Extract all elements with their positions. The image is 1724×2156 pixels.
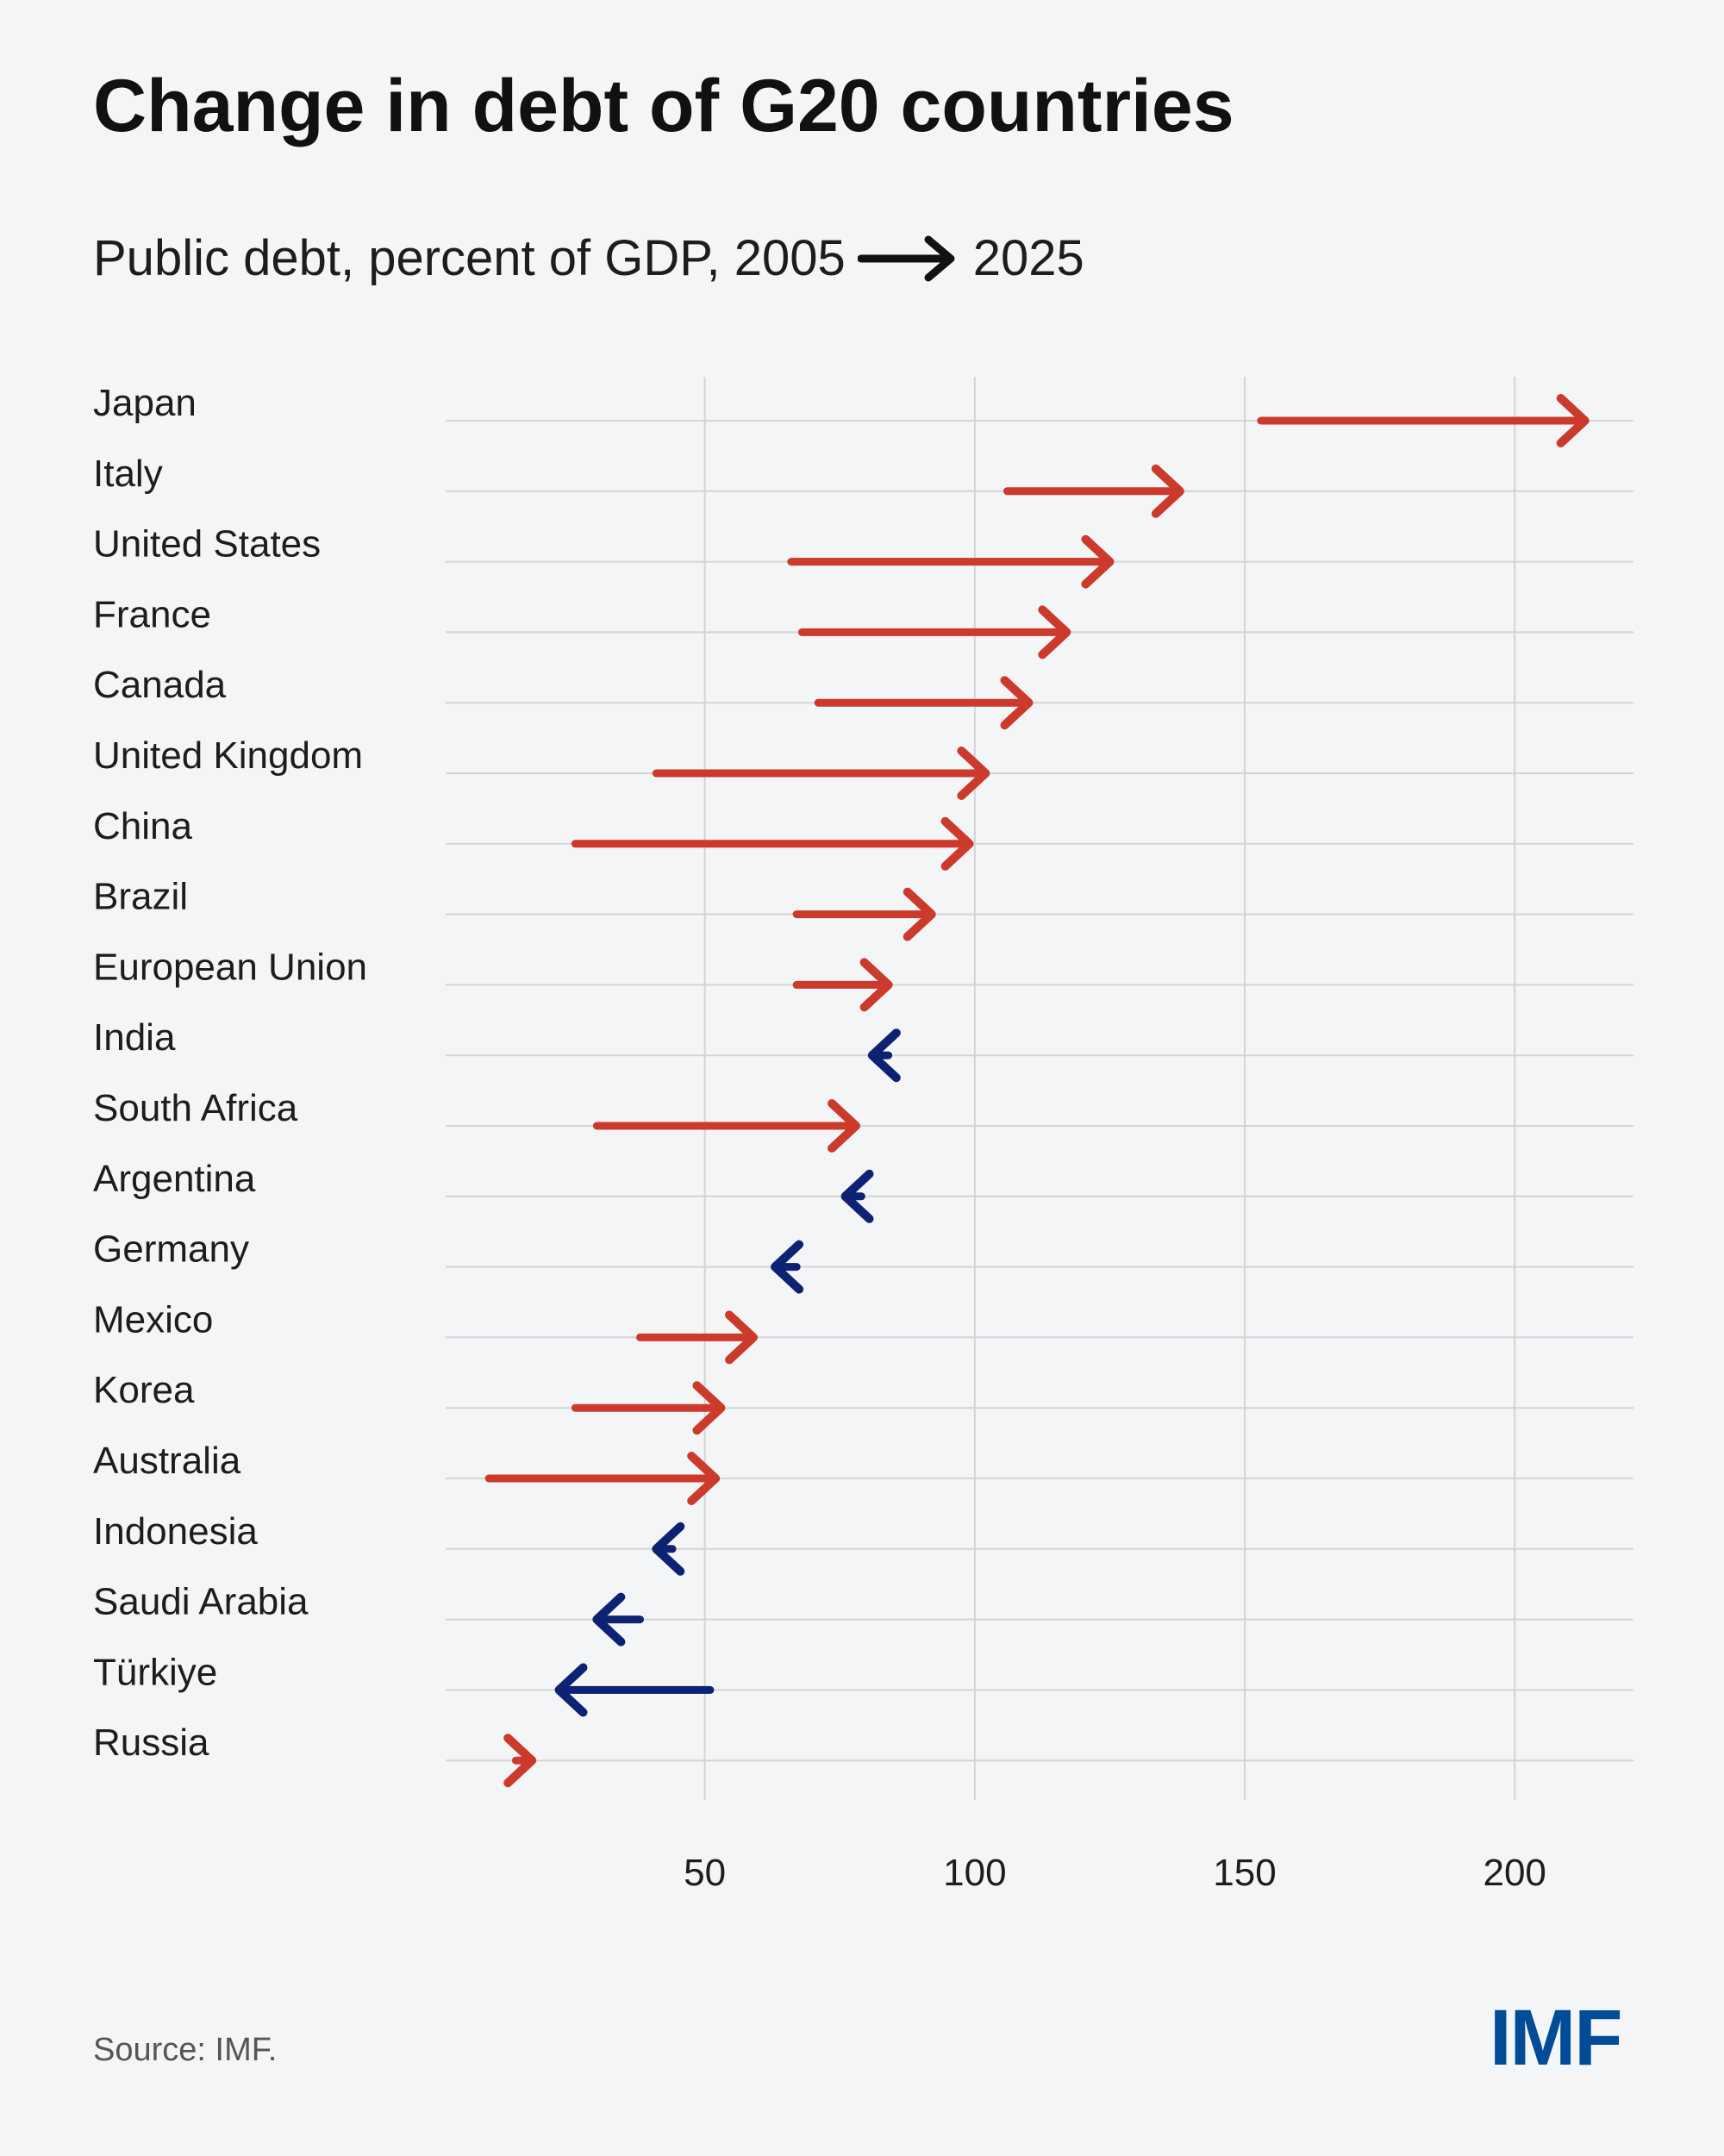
arrow-head: [957, 747, 990, 800]
arrow-head: [503, 1734, 537, 1788]
country-label: Korea: [93, 1369, 195, 1411]
debt-arrow-argentina: [840, 1169, 874, 1223]
debt-arrow-korea: [571, 1381, 726, 1435]
arrow-head: [1000, 676, 1034, 730]
country-label: Indonesia: [93, 1510, 258, 1553]
arrow-head: [940, 816, 974, 871]
arrow-head: [725, 1310, 759, 1365]
x-axis-tick-labels: 50 100 150 200: [684, 1852, 1546, 1894]
x-tick-label: 150: [1213, 1852, 1276, 1894]
debt-arrow-australia: [484, 1452, 721, 1505]
debt-arrow-italy: [1003, 464, 1184, 518]
country-label: Argentina: [93, 1158, 256, 1200]
debt-arrow-germany: [771, 1240, 804, 1294]
x-tick-label: 200: [1483, 1852, 1546, 1894]
debt-arrow-japan: [1257, 394, 1590, 447]
country-label: Japan: [93, 382, 197, 424]
country-label: Russia: [93, 1722, 209, 1764]
debt-arrow-indonesia: [652, 1522, 685, 1576]
debt-arrow-france: [797, 605, 1071, 659]
arrow-head: [1151, 464, 1184, 518]
debt-arrow-saudi-arabia: [592, 1592, 644, 1647]
subtitle-end-text: 2025: [972, 230, 1084, 286]
debt-arrow-european-union: [792, 958, 893, 1012]
arrow-head: [859, 958, 893, 1012]
arrow-head: [554, 1663, 588, 1717]
debt-arrow-united-states: [787, 534, 1115, 589]
debt-arrow-brazil: [792, 887, 936, 941]
debt-arrow-mexico: [635, 1310, 759, 1365]
chart-subtitle: Public debt, percent of GDP, 2005 2025: [93, 229, 1084, 287]
country-label: European Union: [93, 946, 367, 988]
debt-arrow-china: [571, 816, 974, 871]
country-label: United States: [93, 523, 321, 566]
right-arrow-icon: [857, 235, 955, 281]
country-label: Canada: [93, 664, 227, 706]
arrow-head: [840, 1169, 874, 1223]
arrow-head: [1081, 534, 1115, 589]
country-label: South Africa: [93, 1087, 298, 1129]
arrow-head: [592, 1592, 626, 1647]
arrow-head: [692, 1381, 726, 1435]
arrow-head: [652, 1522, 685, 1576]
arrow-head: [903, 887, 936, 941]
arrow-head: [687, 1452, 721, 1505]
country-label: China: [93, 805, 192, 847]
arrow-head: [771, 1240, 804, 1294]
arrow-head: [828, 1099, 861, 1153]
source-note: Source: IMF.: [93, 2032, 278, 2068]
country-label: Türkiye: [93, 1651, 217, 1693]
arrow-head: [867, 1028, 901, 1083]
country-label: India: [93, 1016, 176, 1059]
imf-logo: IMF: [1490, 1994, 1622, 2082]
x-tick-label: 100: [943, 1852, 1006, 1894]
arrow-head: [1556, 394, 1590, 447]
arrow-head: [1038, 605, 1071, 659]
debt-arrow-united-kingdom: [652, 747, 990, 800]
debt-arrow-russia: [503, 1734, 537, 1788]
chart-title: Change in debt of G20 countries: [93, 65, 1234, 147]
country-label: Mexico: [93, 1298, 213, 1340]
x-tick-label: 50: [684, 1852, 726, 1894]
country-label: Australia: [93, 1440, 241, 1482]
country-label: Saudi Arabia: [93, 1581, 309, 1623]
subtitle-start-text: Public debt, percent of GDP, 2005: [93, 230, 846, 286]
country-label: Germany: [93, 1228, 249, 1271]
debt-arrow-india: [867, 1028, 901, 1083]
horizontal-gridlines: [446, 420, 1633, 1762]
country-label: Italy: [93, 453, 163, 495]
country-label: Brazil: [93, 876, 188, 918]
country-label: France: [93, 593, 211, 635]
debt-arrow-canada: [814, 676, 1034, 730]
debt-arrow-t-rkiye: [554, 1663, 715, 1717]
debt-arrow-south-africa: [592, 1099, 861, 1153]
debt-arrows: [484, 394, 1590, 1788]
vertical-gridlines: [703, 377, 1516, 1800]
country-labels: Japan Italy United States France Canada Unite…: [93, 382, 367, 1764]
country-label: United Kingdom: [93, 734, 363, 777]
